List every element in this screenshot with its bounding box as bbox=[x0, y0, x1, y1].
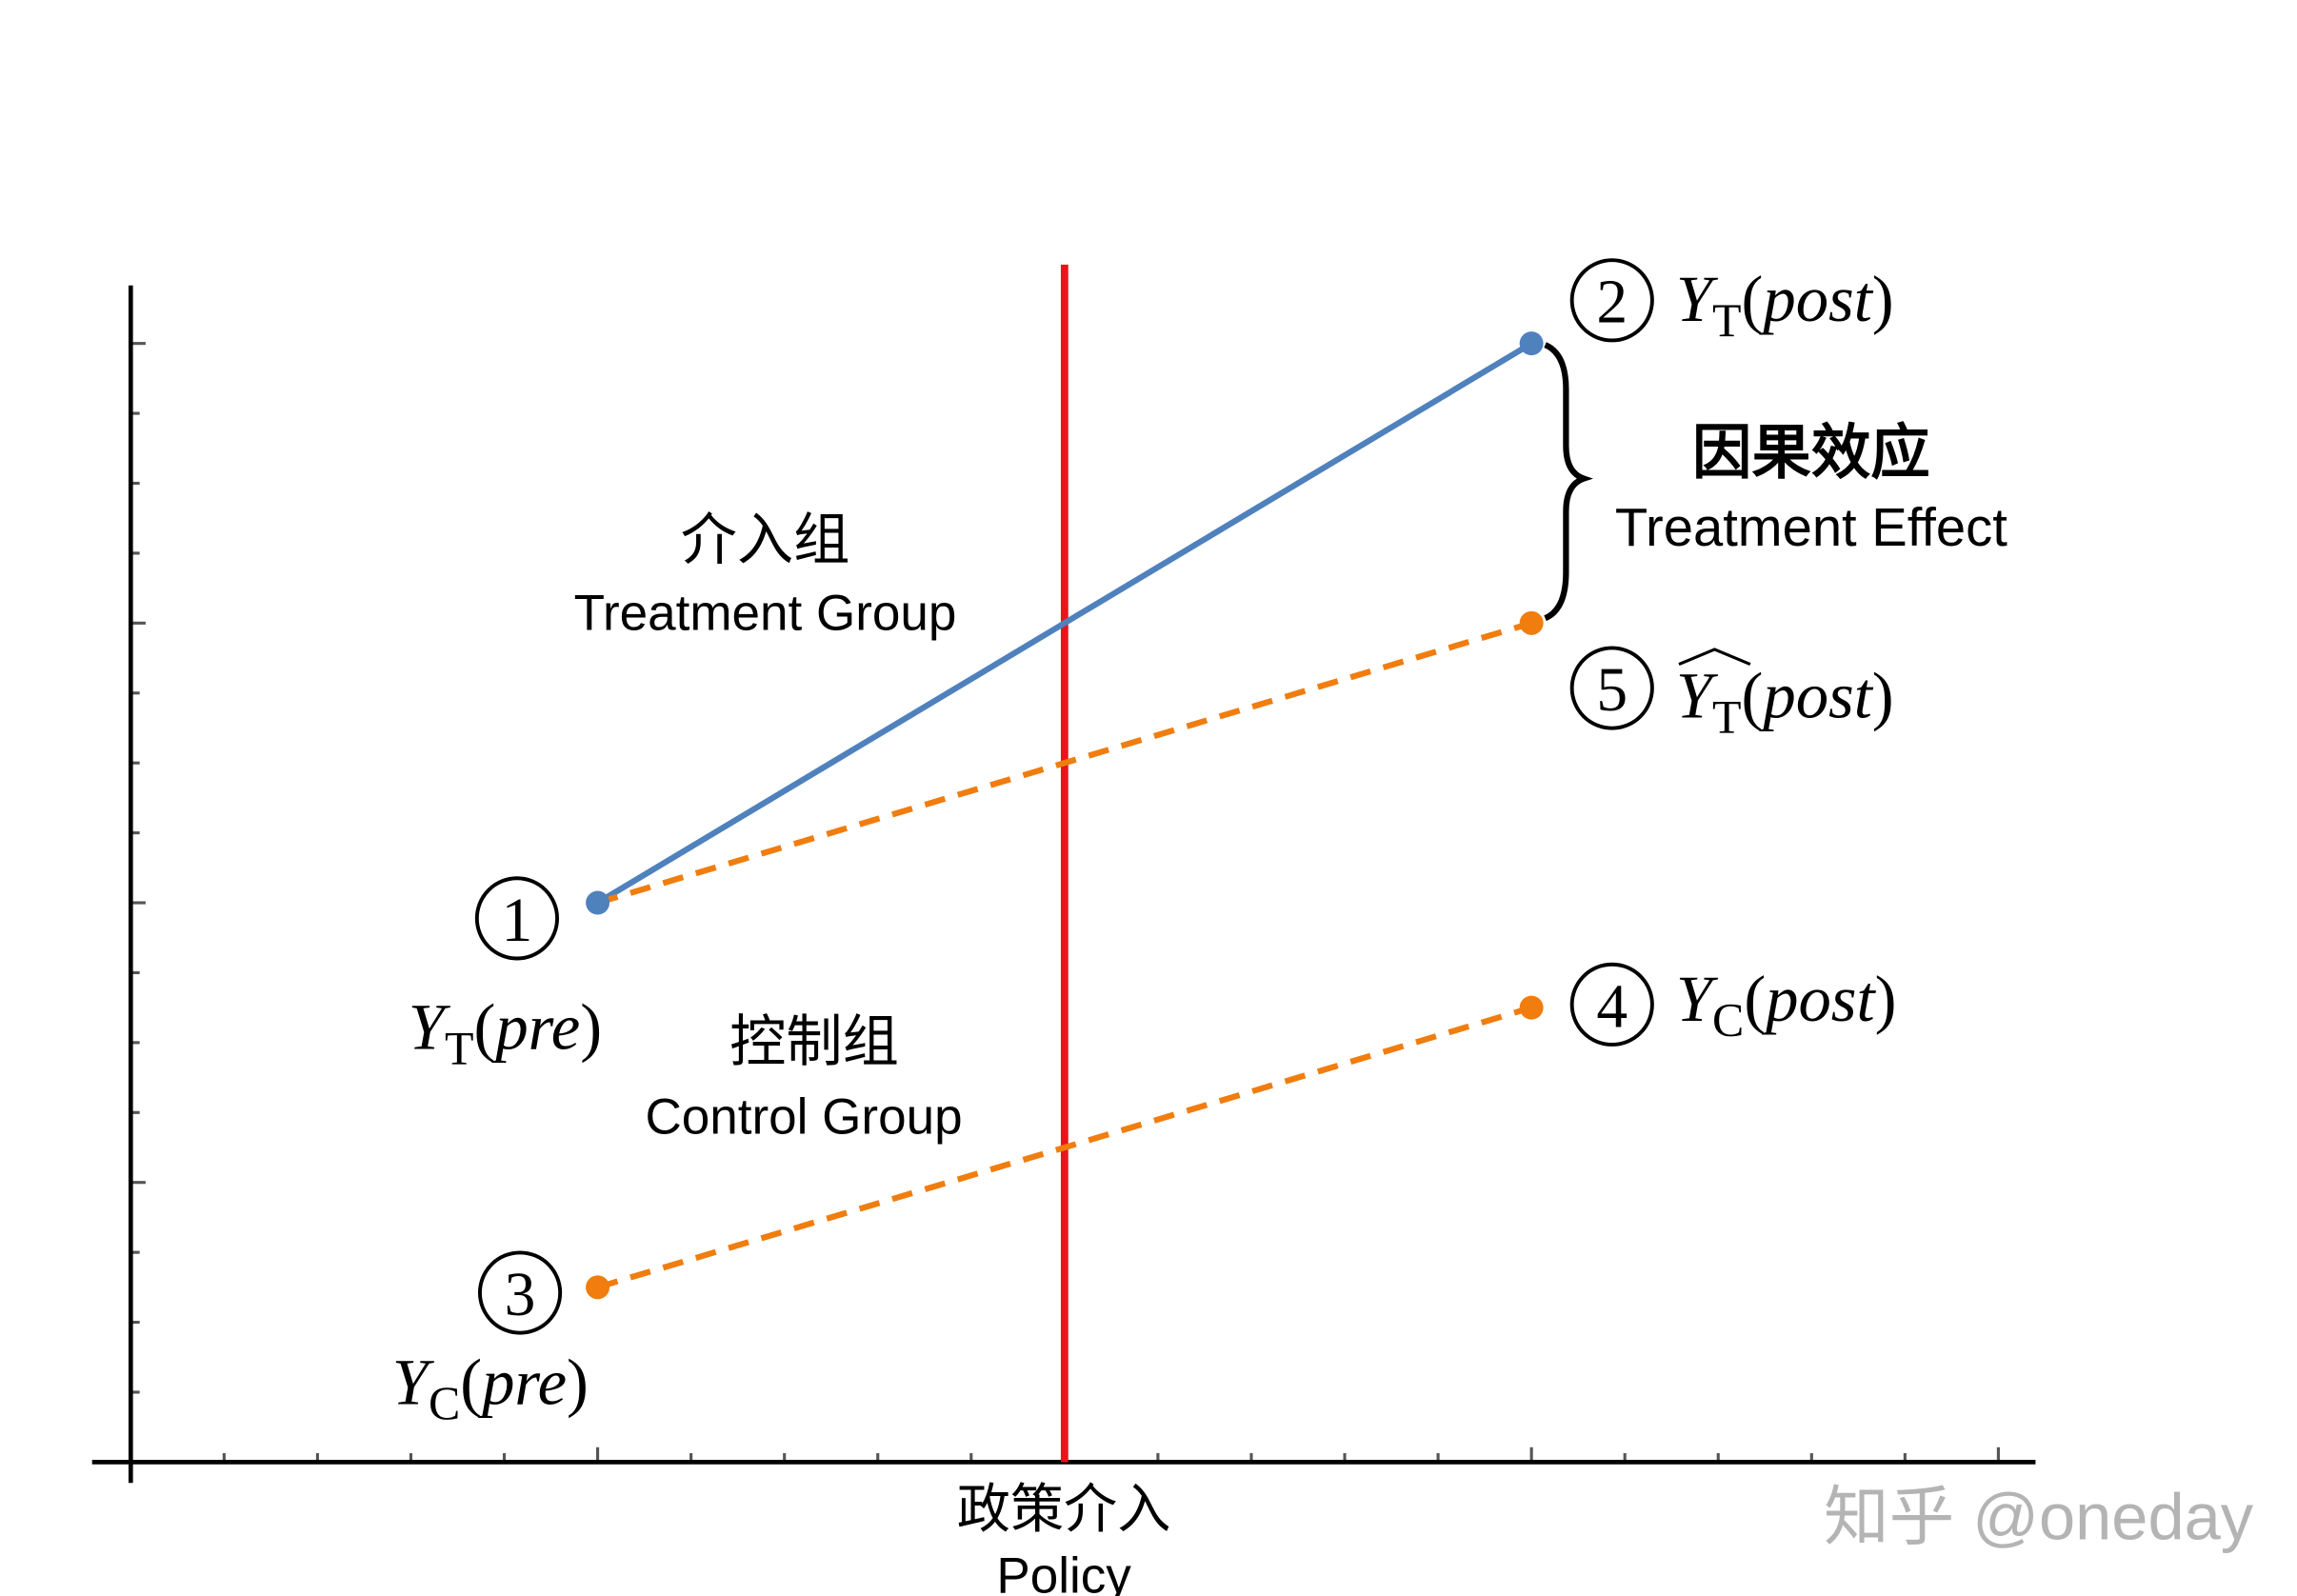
series-lines bbox=[595, 340, 1533, 1290]
expr-part: pre bbox=[477, 1347, 567, 1419]
point-5 bbox=[1519, 610, 1544, 635]
control-group-label-en: Control Group bbox=[646, 1089, 963, 1146]
expr-part: Y bbox=[392, 1347, 435, 1419]
expr-part: C bbox=[1712, 994, 1744, 1047]
point-marker-number: 4 bbox=[1596, 972, 1628, 1041]
control-line bbox=[596, 1005, 1533, 1290]
expr-part: ( bbox=[473, 991, 495, 1064]
expr-part: post bbox=[1758, 660, 1873, 732]
expr-part: Y bbox=[1676, 963, 1719, 1035]
expr-part: ( bbox=[1742, 263, 1764, 335]
point-marker-circle bbox=[474, 876, 560, 961]
policy-label-cn: 政策介入 bbox=[957, 1479, 1171, 1541]
control-group-label-cn: 控制组 bbox=[729, 1008, 899, 1074]
watermark: 知乎 @oneday bbox=[1824, 1481, 2254, 1554]
point-expression: YT(post) bbox=[1676, 660, 1894, 744]
expr-part: ) bbox=[1872, 263, 1894, 335]
point-marker-circle bbox=[477, 1250, 563, 1335]
expr-part: T bbox=[445, 1022, 474, 1074]
expr-part: ) bbox=[567, 1347, 589, 1419]
expr-part: pre bbox=[490, 991, 580, 1064]
expr-part: ) bbox=[1872, 660, 1894, 732]
point-labels: 1YT(pre)2 YT(post)3YC(pre)4 YC(post)5 YT(po… bbox=[392, 258, 1897, 1430]
point-marker-number: 3 bbox=[505, 1261, 536, 1329]
expr-part: T bbox=[1712, 294, 1741, 347]
point-marker-circle bbox=[1569, 962, 1654, 1047]
hat-accent bbox=[1678, 648, 1751, 667]
point-marker-number: 1 bbox=[502, 887, 533, 955]
treatment-effect-brace bbox=[1544, 342, 1593, 622]
expr-part: post bbox=[1758, 263, 1873, 335]
treatment-group-label-en: Treatment Group bbox=[574, 586, 957, 642]
expr-part: C bbox=[429, 1377, 460, 1429]
point-expression: YT(post) bbox=[1676, 263, 1894, 347]
data-points bbox=[586, 331, 1544, 1300]
expr-part: ( bbox=[460, 1347, 482, 1419]
point-marker-number: 2 bbox=[1596, 269, 1628, 337]
expr-part: post bbox=[1761, 963, 1876, 1035]
point-expression: YC(pre) bbox=[392, 1347, 589, 1430]
expr-part: ( bbox=[1744, 963, 1766, 1035]
expr-part: T bbox=[1712, 690, 1741, 743]
point-expression: YT(pre) bbox=[409, 991, 602, 1075]
treatment-group-label-cn: 介入组 bbox=[681, 507, 850, 572]
policy-label-en: Policy bbox=[996, 1548, 1131, 1596]
expr-part: ) bbox=[1875, 963, 1897, 1035]
point-marker-circle bbox=[1569, 646, 1654, 730]
expr-part: Y bbox=[1676, 263, 1719, 335]
expr-part: Y bbox=[409, 991, 451, 1064]
treatment-line bbox=[595, 340, 1533, 906]
point-4 bbox=[1519, 995, 1544, 1020]
point-2 bbox=[1519, 331, 1544, 356]
point-expression: YC(post) bbox=[1676, 963, 1897, 1047]
expr-part: Y bbox=[1676, 660, 1719, 732]
treatment-effect-label-en: Treatment Effect bbox=[1615, 497, 2007, 557]
point-marker-circle bbox=[1569, 258, 1654, 343]
expr-part: ( bbox=[1742, 660, 1764, 732]
treatment-effect-label-cn: 因果效应 bbox=[1692, 417, 1930, 487]
expr-part: ) bbox=[580, 991, 602, 1064]
point-marker-number: 5 bbox=[1596, 656, 1628, 725]
point-3 bbox=[586, 1275, 610, 1300]
point-1 bbox=[586, 890, 610, 915]
counterfactual-line bbox=[596, 620, 1533, 907]
